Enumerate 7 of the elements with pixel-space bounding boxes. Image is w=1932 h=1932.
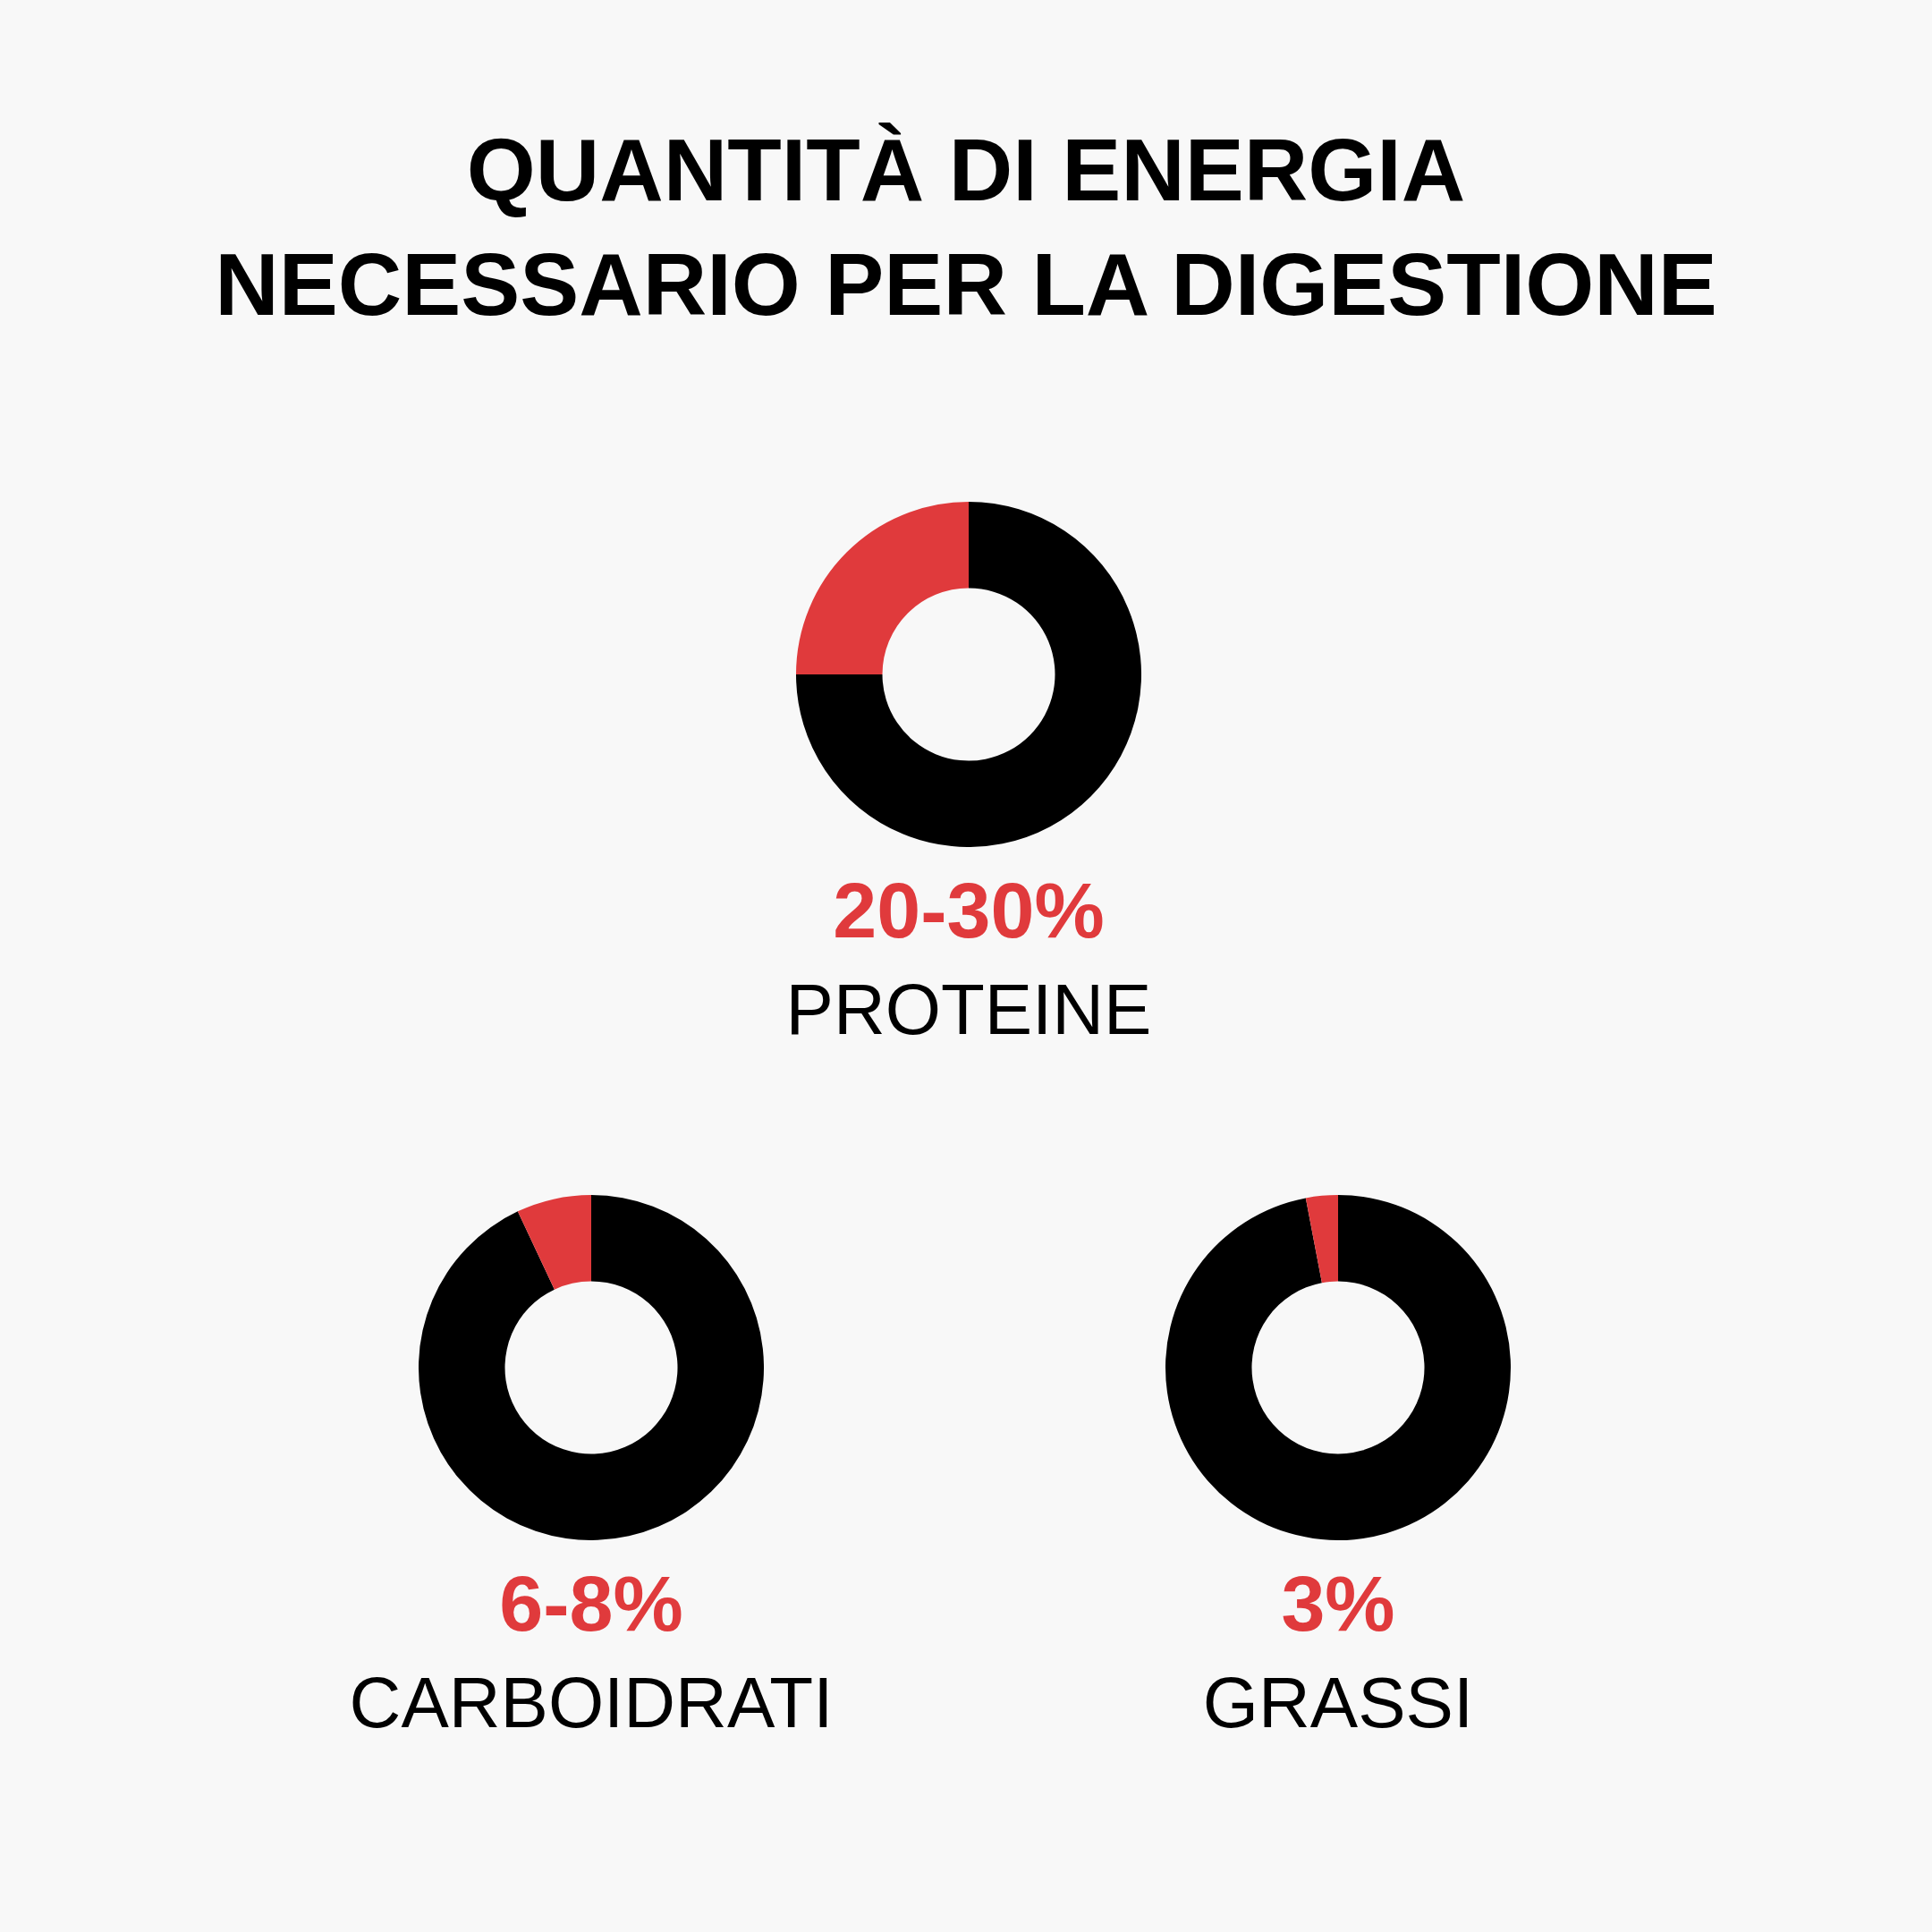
text: 6-8% xyxy=(498,1559,684,1648)
text: 20-30% xyxy=(832,866,1106,955)
text: 3% xyxy=(1280,1559,1396,1648)
text: CARBOIDRATI xyxy=(348,1662,835,1744)
text: QUANTITÀ DI ENERGIA NECESSARIO PER LA DIGESTIONE xyxy=(214,119,1718,335)
text: GRASSI xyxy=(1201,1662,1475,1744)
text: PROTEINE xyxy=(784,969,1153,1051)
